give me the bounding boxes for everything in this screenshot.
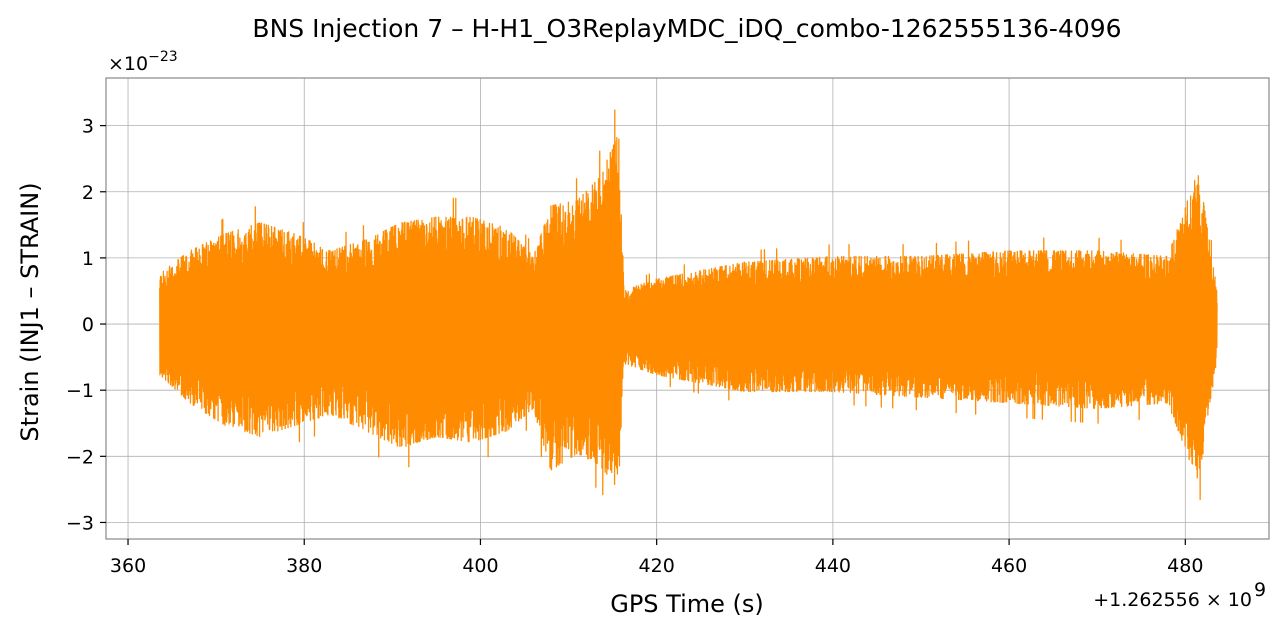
x-tick-label: 360	[110, 555, 146, 577]
x-tick-label: 400	[462, 555, 498, 577]
y-tick-label: −2	[66, 446, 94, 468]
x-offset-label: +1.262556 × 10 9	[1093, 579, 1266, 611]
x-offset-text: +1.262556 × 10	[1093, 589, 1252, 611]
strain-series-line	[159, 109, 1218, 501]
x-axis: 360 380 400 420 440 460 480	[110, 539, 1203, 577]
chart-title: BNS Injection 7 – H-H1_O3ReplayMDC_iDQ_c…	[252, 14, 1121, 43]
y-scale-text: ×10	[108, 53, 148, 75]
y-axis: −3 −2 −1 0 1 2 3	[66, 116, 106, 534]
x-axis-label: GPS Time (s)	[610, 590, 764, 618]
x-tick-label: 460	[991, 555, 1027, 577]
x-tick-label: 380	[286, 555, 322, 577]
y-tick-label: 3	[82, 116, 94, 138]
svg-text:×10−23: ×10−23	[108, 49, 178, 75]
x-tick-label: 420	[639, 555, 675, 577]
y-tick-label: −3	[66, 512, 94, 534]
y-tick-label: 2	[82, 182, 94, 204]
y-axis-label: Strain (INJ1 – STRAIN)	[16, 182, 44, 441]
y-tick-label: −1	[66, 380, 94, 402]
x-tick-label: 440	[815, 555, 851, 577]
plot-frame	[105, 77, 1270, 540]
x-tick-label: 480	[1167, 555, 1203, 577]
y-tick-label: 1	[82, 248, 94, 270]
y-scale-factor: ×10−23	[108, 49, 178, 75]
x-offset-exp: 9	[1254, 579, 1266, 601]
y-scale-exp: −23	[148, 49, 178, 65]
y-tick-label: 0	[82, 314, 94, 336]
svg-text:+1.262556 × 10: +1.262556 × 10	[1093, 589, 1252, 611]
series-layer	[159, 109, 1218, 501]
